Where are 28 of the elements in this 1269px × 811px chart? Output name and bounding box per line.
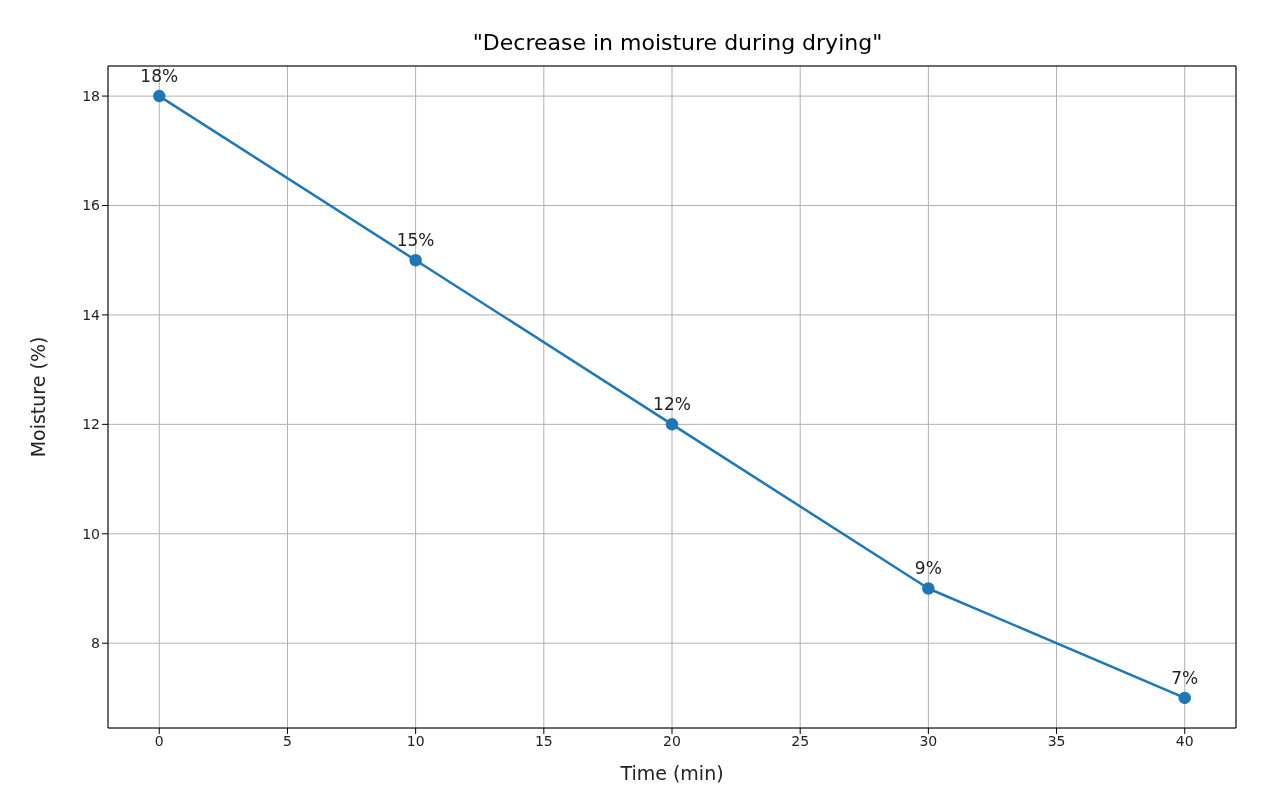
x-tick-label: 40 [1175, 732, 1194, 749]
point [922, 582, 935, 595]
x-tick-label: 35 [1047, 732, 1066, 749]
data-label: 12% [653, 394, 691, 415]
y-tick-label: 16 [82, 197, 101, 214]
data-label: 15% [396, 230, 435, 251]
x-tick-label: 15 [534, 732, 553, 749]
x-tick-label: 25 [791, 732, 810, 749]
y-tick-label: 10 [82, 525, 100, 542]
data-label: 9% [914, 558, 942, 579]
y-tick-label: 12 [82, 416, 100, 433]
chart-title: "Decrease in moisture during drying" [471, 30, 884, 55]
point [665, 418, 679, 431]
x-tick-label: 20 [663, 732, 681, 749]
point [1178, 691, 1191, 705]
x-axis-title: Time (min) [619, 762, 724, 784]
x-tick-label: 0 [154, 732, 164, 749]
y-tick-label: 18 [82, 88, 100, 105]
y-tick-label: 14 [82, 306, 101, 323]
point [409, 253, 422, 267]
x-tick-label: 5 [282, 732, 292, 749]
y-axis-title: Moisture (%) [26, 336, 49, 458]
data-label: 7% [1171, 667, 1199, 688]
point [153, 89, 166, 103]
x-tick-label: 10 [406, 732, 425, 749]
x-tick-label: 30 [919, 732, 938, 749]
y-tick-label: 8 [91, 635, 100, 652]
data-label: 18% [140, 66, 179, 87]
